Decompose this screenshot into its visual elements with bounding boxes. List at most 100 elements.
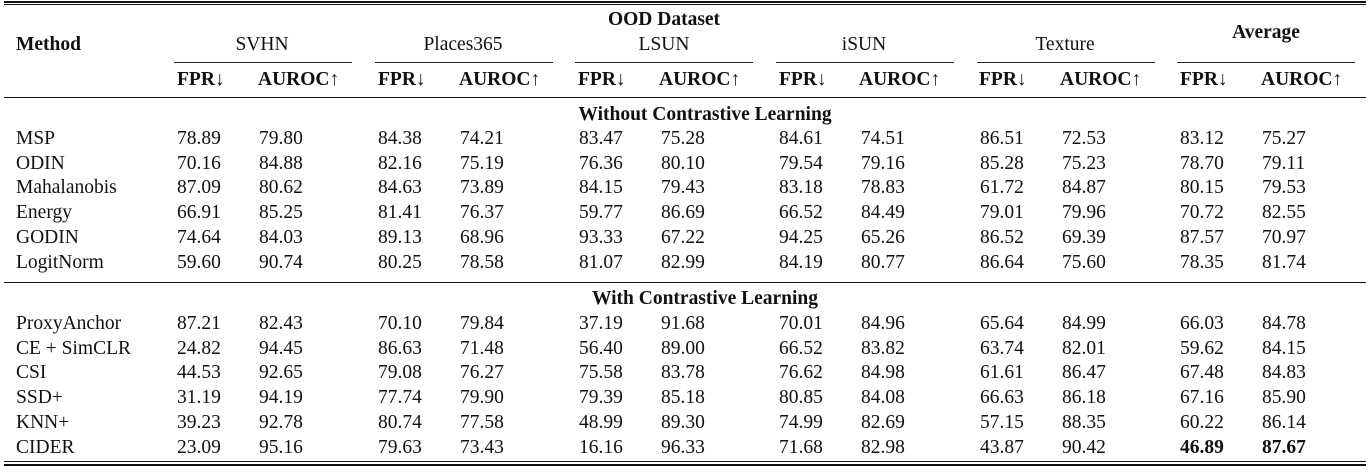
section-title-with-contrastive: With Contrastive Learning	[591, 288, 819, 309]
fpr-value: 66.91	[177, 202, 221, 224]
auroc-value: 74.51	[861, 128, 905, 149]
metric-header-fpr: FPR↓	[979, 69, 1027, 90]
fpr-value: 66.52	[779, 202, 823, 224]
auroc-value: 92.78	[259, 411, 303, 433]
metric-header-fpr: FPR↓	[177, 69, 225, 90]
method-name: Mahalanobis	[16, 177, 117, 199]
dataset-header-texture: Texture	[1035, 34, 1095, 55]
auroc-value: 94.45	[259, 337, 303, 359]
fpr-value: 78.89	[177, 128, 221, 149]
fpr-value: 60.22	[1180, 411, 1224, 433]
bottom-rule-inner	[4, 461, 1366, 463]
auroc-value: 67.22	[661, 226, 705, 248]
auroc-value: 82.55	[1262, 202, 1306, 224]
auroc-value: 75.60	[1062, 251, 1106, 273]
auroc-value: 73.89	[460, 177, 504, 199]
fpr-value: 82.16	[378, 152, 422, 174]
auroc-value: 90.42	[1062, 436, 1106, 458]
auroc-value: 70.97	[1262, 226, 1306, 248]
metric-header-auroc: AUROC↑	[659, 69, 741, 90]
fpr-value: 63.74	[980, 337, 1024, 359]
auroc-value: 79.96	[1062, 202, 1106, 224]
fpr-value: 87.57	[1180, 226, 1224, 248]
fpr-value: 70.01	[779, 313, 823, 334]
fpr-value: 24.82	[177, 337, 221, 359]
fpr-value: 79.54	[779, 152, 823, 174]
auroc-value: 78.83	[861, 177, 905, 199]
fpr-value: 61.72	[980, 177, 1024, 199]
fpr-value: 66.63	[980, 387, 1024, 409]
dataset-header-svhn: SVHN	[235, 34, 289, 55]
fpr-value: 59.77	[579, 202, 623, 224]
fpr-value: 79.63	[378, 436, 422, 458]
auroc-value: 79.84	[460, 313, 504, 334]
fpr-value: 87.09	[177, 177, 221, 199]
auroc-value: 79.80	[259, 128, 303, 149]
auroc-value: 79.16	[861, 152, 905, 174]
metric-header-auroc: AUROC↑	[459, 69, 541, 90]
fpr-value: 89.13	[378, 226, 422, 248]
fpr-value: 87.21	[177, 313, 221, 334]
fpr-value: 86.52	[980, 226, 1024, 248]
fpr-value: 67.48	[1180, 362, 1224, 384]
auroc-value: 72.53	[1062, 128, 1106, 149]
ood-dataset-header: OOD Dataset	[607, 9, 721, 30]
auroc-value: 65.26	[861, 226, 905, 248]
table-row: CSI 44.53 92.65 79.08 76.27 75.58 83.78 76.62 84…	[0, 361, 1370, 384]
metric-header-auroc: AUROC↑	[859, 69, 941, 90]
table-row: ODIN 70.16 84.88 82.16 75.19 76.36 80.10 79.54 7…	[0, 152, 1370, 175]
fpr-value: 79.08	[378, 362, 422, 384]
method-name: CIDER	[16, 436, 75, 458]
auroc-value: 86.47	[1062, 362, 1106, 384]
auroc-value: 85.18	[661, 387, 705, 409]
auroc-value: 76.27	[460, 362, 504, 384]
auroc-value: 80.77	[861, 251, 905, 273]
table-row: ProxyAnchor 87.21 82.43 70.10 79.84 37.19 91.6…	[0, 312, 1370, 335]
average-header: Average	[1232, 22, 1300, 43]
dataset-header-lsun: LSUN	[638, 34, 690, 55]
section-rule	[4, 282, 1366, 284]
auroc-value: 85.90	[1262, 387, 1306, 409]
fpr-value: 78.35	[1180, 251, 1224, 273]
fpr-value: 93.33	[579, 226, 623, 248]
fpr-value: 94.25	[779, 226, 823, 248]
auroc-value: 84.98	[861, 362, 905, 384]
auroc-value: 84.08	[861, 387, 905, 409]
fpr-value: 76.62	[779, 362, 823, 384]
fpr-value: 86.64	[980, 251, 1024, 273]
auroc-value: 69.39	[1062, 226, 1106, 248]
auroc-value: 92.65	[259, 362, 303, 384]
auroc-value: 75.27	[1262, 128, 1306, 149]
fpr-value: 43.87	[980, 436, 1024, 458]
auroc-value: 79.90	[460, 387, 504, 409]
method-name: SSD+	[16, 387, 63, 409]
auroc-value: 75.23	[1062, 152, 1106, 174]
auroc-value: 84.96	[861, 313, 905, 334]
cmidrule-average	[1177, 62, 1355, 63]
fpr-value: 86.63	[378, 337, 422, 359]
fpr-value: 46.89	[1180, 436, 1224, 458]
method-name: ProxyAnchor	[16, 313, 122, 334]
fpr-value: 84.19	[779, 251, 823, 273]
fpr-value: 83.12	[1180, 128, 1224, 149]
auroc-value: 94.19	[259, 387, 303, 409]
fpr-value: 74.64	[177, 226, 221, 248]
auroc-value: 84.88	[259, 152, 303, 174]
fpr-value: 59.60	[177, 251, 221, 273]
auroc-value: 73.43	[460, 436, 504, 458]
auroc-value: 84.99	[1062, 313, 1106, 334]
bottom-rule	[4, 464, 1366, 466]
auroc-value: 82.43	[259, 313, 303, 334]
table-row: CE + SimCLR 24.82 94.45 86.63 71.48 56.40 89.0…	[0, 337, 1370, 360]
fpr-value: 86.51	[980, 128, 1024, 149]
fpr-value: 57.15	[980, 411, 1024, 433]
fpr-value: 79.39	[579, 387, 623, 409]
metric-header-fpr: FPR↓	[1180, 69, 1228, 90]
cmidrule-texture	[977, 62, 1155, 63]
fpr-value: 75.58	[579, 362, 623, 384]
auroc-value: 84.78	[1262, 313, 1306, 334]
fpr-value: 44.53	[177, 362, 221, 384]
auroc-value: 80.62	[259, 177, 303, 199]
metric-header-fpr: FPR↓	[779, 69, 827, 90]
